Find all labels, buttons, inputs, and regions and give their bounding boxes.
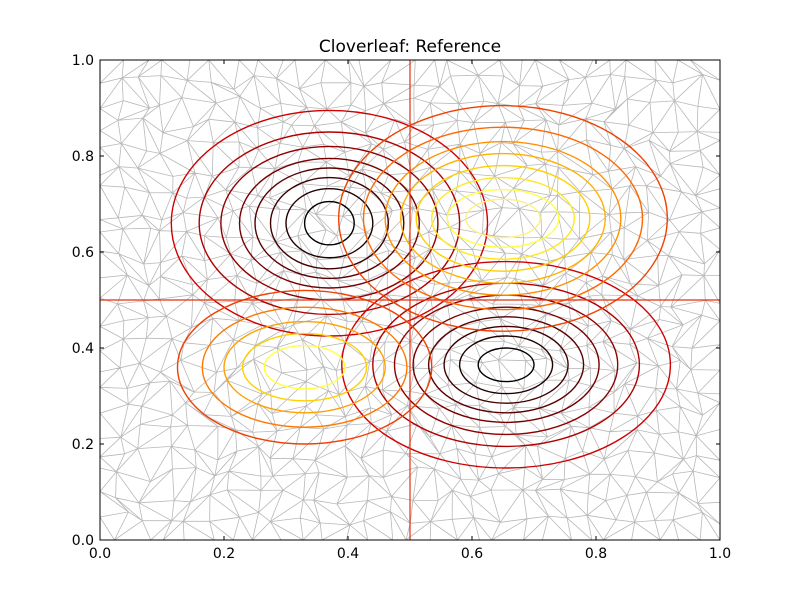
contour-line (362, 126, 644, 311)
contour-line (254, 167, 405, 280)
contour-line (458, 335, 554, 395)
contour-line (415, 164, 591, 272)
x-tick-label: 0.2 (213, 546, 235, 562)
axes: 0.0 0.2 0.4 0.6 0.8 1.0 0.0 0.2 0.4 0.6 0.8 1.0 (72, 53, 731, 562)
plot-frame (99, 59, 721, 541)
contour-line (384, 140, 622, 296)
lobe-lower-right (341, 260, 672, 469)
chart-title: Cloverleaf: Reference (319, 37, 501, 57)
y-tick-label: 0.6 (72, 245, 94, 261)
contour-line (431, 176, 576, 260)
contour-line (427, 316, 585, 414)
contour-line (238, 157, 421, 289)
contour-line (477, 347, 535, 383)
lobe-lower-left (176, 289, 433, 445)
x-tick-label: 0.6 (461, 546, 483, 562)
contour-line (263, 344, 346, 390)
contour-line (400, 152, 607, 284)
contour-line (198, 131, 461, 316)
x-tick-label: 0.8 (585, 546, 607, 562)
contour-line (269, 176, 390, 270)
contour-line (443, 325, 569, 404)
y-tick-label: 0.0 (72, 533, 94, 549)
contour-line (176, 289, 433, 445)
contour-line (303, 200, 355, 246)
y-tick-label: 0.8 (72, 149, 94, 165)
y-tick-label: 1.0 (72, 53, 94, 69)
contour-line (446, 188, 560, 248)
contour-line (338, 104, 669, 332)
y-tick-label: 0.4 (72, 341, 94, 357)
mesh-edges (100, 60, 720, 540)
x-tick-label: 0.0 (89, 546, 111, 562)
contour-line (285, 187, 374, 259)
y-tick-label: 0.2 (72, 437, 94, 453)
x-tick-label: 1.0 (709, 546, 731, 562)
x-tick-label: 0.4 (337, 546, 359, 562)
contour-line (223, 320, 386, 414)
contour-lines (170, 104, 672, 469)
triangulated-mesh (100, 60, 720, 540)
zero-contours (100, 60, 720, 540)
contour-line (465, 198, 541, 239)
contour-line (412, 306, 600, 424)
contour-line (341, 260, 672, 469)
contour-line (241, 332, 368, 402)
lobe-upper-right (338, 104, 669, 332)
contour-line (201, 306, 408, 428)
